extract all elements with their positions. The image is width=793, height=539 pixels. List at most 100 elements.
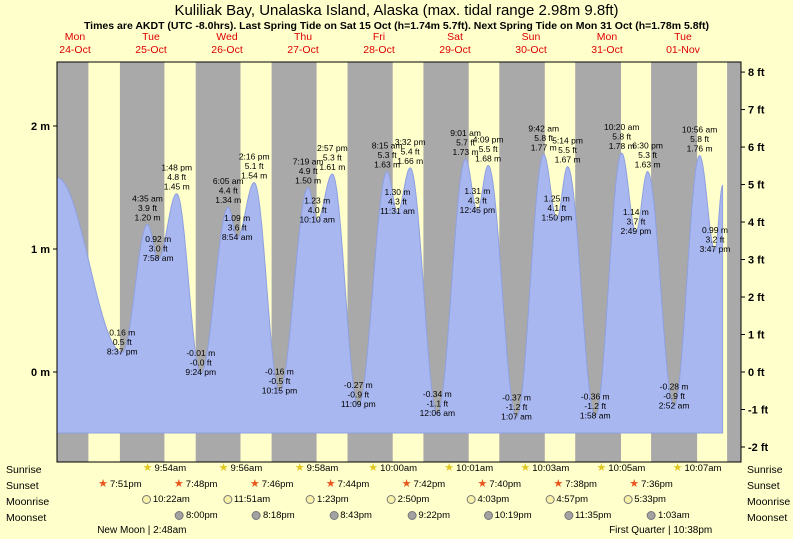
tide-annotation-low: -0.34 m -1.1 ft 12:06 am: [420, 389, 455, 418]
chart-subtitle: Times are AKDT (UTC -8.0hrs). Last Sprin…: [83, 20, 710, 32]
tide-annotation-high: 10:20 am 5.8 ft 1.78 m: [604, 122, 639, 151]
moonset-item: 10:19pm: [483, 511, 532, 521]
moonrise-item: 11:51am: [222, 495, 270, 505]
sunrise-icon: ★: [672, 462, 683, 474]
moonset-time: 8:00pm: [185, 510, 218, 521]
tide-annotation-high: 4:35 am 3.9 ft 1.20 m: [132, 193, 163, 222]
moonset-item: 8:00pm: [174, 510, 218, 521]
tide-annotation-low: -0.36 m -1.2 ft 1:58 am: [580, 391, 611, 420]
tide-annotation-low: 0.16 m 0.5 ft 8:37 pm: [107, 327, 138, 356]
day-date: 01-Nov: [666, 44, 700, 57]
day-label: Tue 25-Oct: [135, 31, 167, 57]
tide-annotation-low: 0.92 m 3.0 ft 7:58 am: [143, 234, 174, 263]
tide-annotation-low: 0.99 m 3.2 ft 3:47 pm: [700, 225, 731, 254]
tide-annotation-high: 6:30 pm 5.3 ft 1.63 m: [632, 141, 663, 170]
sunrise-icon: ★: [596, 462, 607, 474]
moonrise-item: 5:33pm: [623, 495, 666, 505]
moon-phase-caption: New Moon | 2:48am: [97, 525, 187, 536]
tide-annotation-high: 6:05 am 4.4 ft 1.34 m: [213, 176, 244, 205]
sunset-time: 7:48pm: [185, 478, 218, 490]
sunset-item: ★ 7:46pm: [250, 479, 294, 490]
sunset-icon: ★: [401, 478, 412, 490]
row-label-sunset-right: Sunset: [747, 480, 780, 492]
tide-annotation-low: -0.01 m -0.0 ft 9:24 pm: [185, 348, 216, 377]
moonrise-item: 4:57pm: [545, 495, 588, 505]
moonset-item: 9:22pm: [407, 511, 450, 521]
sunrise-time: 10:00am: [380, 462, 418, 474]
sunset-icon: ★: [325, 478, 336, 490]
sunset-icon: ★: [553, 478, 564, 490]
tide-annotation-low: 1.31 m 4.3 ft 12:45 pm: [460, 186, 495, 215]
day-label: Fri 28-Oct: [363, 31, 395, 57]
day-date: 29-Oct: [439, 44, 471, 57]
moonset-time: 9:22pm: [418, 510, 450, 521]
sunset-item: ★ 7:40pm: [477, 479, 521, 490]
tide-annotation-high: 9:01 am 5.7 ft 1.73 m: [450, 128, 481, 157]
y-axis-label-right: -1 ft: [748, 404, 769, 416]
day-name: Wed: [216, 31, 238, 43]
moonset-item: 11:35pm: [564, 511, 611, 521]
night-band: [727, 62, 741, 462]
day-label: Wed 26-Oct: [211, 31, 243, 57]
sunrise-item: ★ 9:54am: [143, 463, 187, 474]
y-axis-label-right: 3 ft: [748, 255, 765, 267]
plot-frame: [56, 61, 742, 463]
y-axis-label-left: 1 m: [31, 244, 50, 256]
tide-annotation-low: -0.28 m -0.9 ft 2:52 am: [659, 381, 690, 410]
tide-annotation-high: 9:42 am 5.8 ft 1.77 m: [528, 123, 559, 152]
chart-title: Kuliliak Bay, Unalaska Island, Alaska (m…: [174, 2, 619, 19]
moonset-icon: [646, 511, 656, 521]
sunrise-time: 10:01am: [456, 462, 494, 474]
sunrise-item: ★ 9:58am: [295, 463, 339, 474]
sunset-item: ★ 7:51pm: [98, 479, 142, 490]
sunrise-icon: ★: [444, 462, 455, 474]
tide-annotation-high: 2:16 pm 5.1 ft 1.54 m: [239, 152, 270, 181]
y-axis-label-right: 0 ft: [748, 367, 765, 379]
day-date: 28-Oct: [363, 44, 395, 57]
day-date: 26-Oct: [211, 44, 243, 57]
moonset-icon: [564, 511, 574, 521]
moonset-time: 8:43pm: [340, 510, 372, 521]
sunrise-time: 10:05am: [608, 462, 646, 474]
moonrise-icon: [466, 495, 476, 505]
sunset-item: ★ 7:48pm: [174, 479, 218, 490]
sunrise-time: 10:03am: [532, 462, 570, 474]
y-axis-label-right: 2 ft: [748, 292, 765, 304]
tide-annotation-low: 1.25 m 4.1 ft 1:50 pm: [541, 193, 572, 222]
sunset-item: ★ 7:38pm: [553, 479, 597, 490]
moonrise-icon: [222, 495, 232, 505]
y-axis-label-right: 4 ft: [748, 217, 765, 229]
sunset-time: 7:44pm: [337, 478, 370, 490]
moonset-icon: [174, 511, 184, 521]
row-label-sunset-left: Sunset: [6, 480, 39, 492]
sunset-icon: ★: [477, 478, 488, 490]
sunset-time: 7:40pm: [489, 478, 522, 490]
tide-annotation-high: 5:14 pm 5.5 ft 1.67 m: [552, 136, 583, 165]
sunset-icon: ★: [98, 478, 108, 490]
y-axis-label-right: 8 ft: [748, 67, 765, 79]
tide-annotation-high: 4:09 pm 5.5 ft 1.68 m: [473, 134, 504, 163]
tide-annotation-low: 1.23 m 4.0 ft 10:10 am: [299, 196, 334, 225]
moonrise-time: 2:50pm: [397, 494, 430, 505]
y-axis-label-right: -2 ft: [748, 442, 769, 454]
day-label: Tue 01-Nov: [666, 31, 700, 57]
sunrise-icon: ★: [142, 462, 153, 474]
row-label-moonrise-left: Moonrise: [6, 496, 50, 508]
moonrise-icon: [545, 495, 555, 505]
day-name: Mon: [596, 31, 618, 43]
sunrise-time: 9:56am: [230, 462, 263, 474]
sunset-icon: ★: [629, 478, 640, 490]
moonrise-item: 1:23pm: [306, 495, 349, 505]
day-name: Fri: [372, 31, 386, 43]
day-name: Sat: [447, 31, 463, 43]
day-date: 31-Oct: [591, 44, 623, 57]
sunset-time: 7:36pm: [641, 478, 673, 490]
day-date: 27-Oct: [287, 44, 319, 57]
sunset-item: ★ 7:36pm: [629, 479, 673, 490]
sunset-time: 7:46pm: [261, 478, 294, 490]
tide-annotation-high: 7:19 am 4.9 ft 1.50 m: [293, 157, 324, 186]
moonrise-icon: [141, 495, 151, 505]
day-label: Thu 27-Oct: [287, 31, 319, 57]
moonset-item: 1:03am: [646, 511, 690, 521]
